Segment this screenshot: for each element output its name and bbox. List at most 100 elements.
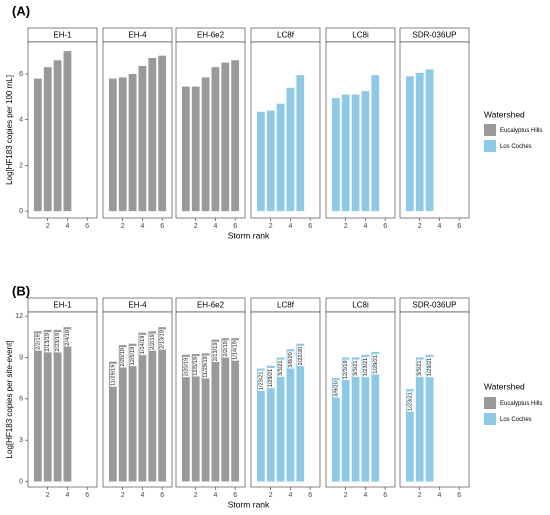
bar-LC8i-4 — [361, 91, 370, 212]
x-tick-label: 2 — [269, 492, 273, 499]
x-tick-label: 6 — [457, 492, 461, 499]
bar-date-label: 11/29/19 — [203, 356, 209, 377]
bar-label-background — [182, 356, 190, 378]
facet-title: SDR-036UP — [412, 301, 456, 310]
bar-date-label: 2/2/19 — [35, 334, 41, 350]
bar-LC8i-1 — [331, 98, 340, 212]
x-tick-label: 4 — [437, 223, 441, 230]
legend-key-los-coches — [484, 413, 496, 425]
facet-title: LC8i — [352, 31, 369, 40]
legend-title: Watershed — [484, 381, 525, 391]
bar-LC8i-1 — [331, 378, 340, 482]
bar-label-background — [129, 345, 137, 367]
panel-label: (B) — [12, 283, 30, 298]
bar-EH-1-1 — [33, 331, 42, 482]
bar-LC8f-2 — [266, 110, 275, 212]
bar-EH-4-3 — [128, 74, 137, 212]
bar-label-background — [212, 341, 220, 363]
bar-EH-1-3 — [53, 329, 62, 482]
y-axis-title: Log[HF183 copies per 100 mL] — [5, 75, 14, 185]
x-axis-title: Storm rank — [228, 499, 270, 509]
bar-EH-6e2-2 — [191, 354, 200, 482]
bar-EH-6e2-5 — [221, 62, 230, 212]
legend-key-los-coches — [484, 140, 496, 152]
x-tick-label: 2 — [269, 223, 273, 230]
bar-LC8f-1 — [256, 111, 265, 212]
bar-EH-4-6 — [158, 55, 167, 212]
bar-LC8i-3 — [351, 357, 360, 482]
bar-label-background — [287, 351, 295, 369]
panel-label: (A) — [12, 3, 30, 18]
y-tick-label: 4 — [19, 117, 23, 124]
bar-EH-4-1 — [108, 361, 117, 482]
x-tick-label: 4 — [437, 492, 441, 499]
bar-date-label: 12/3/19 — [343, 360, 349, 379]
x-tick-label: 4 — [140, 223, 144, 230]
bar-label-background — [202, 355, 210, 379]
x-tick-label: 6 — [160, 492, 164, 499]
bar-date-label: 12/5/19 — [130, 347, 136, 366]
y-axis-title: Log[HF183 copies per site-event] — [5, 341, 14, 459]
bar-LC8i-4 — [361, 354, 370, 482]
bar-date-label: 2/23/19 — [55, 333, 61, 352]
legend-entry-label: Los Coches — [500, 144, 532, 150]
bar-label-background — [277, 359, 285, 377]
x-tick-label: 6 — [160, 223, 164, 230]
facet-title: EH-1 — [53, 31, 72, 40]
x-tick-label: 6 — [457, 223, 461, 230]
bar-EH-6e2-3 — [201, 77, 210, 212]
bar-EH-4-2 — [118, 345, 127, 482]
bar-EH-1-4 — [63, 51, 72, 212]
x-tick-label: 2 — [344, 223, 348, 230]
bar-label-background — [34, 333, 42, 351]
bar-EH-1-3 — [53, 60, 62, 212]
bar-LC8f-5 — [296, 343, 305, 482]
bar-EH-6e2-5 — [221, 338, 230, 482]
bar-LC8i-3 — [351, 94, 360, 212]
bar-label-background — [332, 380, 340, 398]
bar-label-background — [192, 356, 200, 377]
bar-EH-1-4 — [63, 327, 72, 482]
bar-date-label: 3/9/20 — [333, 381, 339, 397]
bar-LC8f-4 — [286, 349, 295, 482]
bar-date-label: 1/23/21 — [258, 371, 264, 390]
x-tick-label: 2 — [418, 223, 422, 230]
bar-date-label: 2/13/19 — [213, 343, 219, 362]
bar-LC8i-5 — [371, 351, 380, 482]
y-tick-label: 3 — [19, 437, 23, 444]
bar-date-label: 3/3/21 — [417, 360, 423, 376]
bar-date-label: 3/3/21 — [278, 360, 284, 376]
facet-title: EH-6e2 — [197, 31, 225, 40]
x-tick-label: 2 — [46, 492, 50, 499]
bar-label-background — [352, 359, 360, 377]
x-tick-label: 2 — [121, 492, 125, 499]
bar-EH-4-2 — [118, 77, 127, 212]
bar-date-label: 1/29/21 — [373, 355, 379, 374]
bar-EH-6e2-2 — [191, 86, 200, 212]
x-tick-label: 4 — [363, 223, 367, 230]
bar-EH-1-2 — [43, 329, 52, 482]
bar-LC8f-4 — [286, 87, 295, 212]
bar-label-background — [109, 363, 117, 387]
bar-label-background — [406, 391, 414, 412]
bar-EH-6e2-6 — [231, 338, 240, 482]
y-tick-label: 2 — [19, 162, 23, 169]
x-tick-label: 4 — [213, 492, 217, 499]
bar-EH-6e2-4 — [211, 339, 220, 482]
legend-key-eucalyptus-hills — [484, 124, 496, 136]
bar-EH-4-6 — [158, 327, 167, 482]
bar-date-label: 12/5/19 — [193, 357, 199, 376]
bar-date-label: 3/8/20 — [288, 352, 294, 368]
bar-LC8i-5 — [371, 75, 380, 212]
bar-date-label: 2/13/19 — [45, 333, 51, 352]
legend-entry-label: Los Coches — [500, 417, 532, 423]
bar-EH-6e2-3 — [201, 353, 210, 482]
facet-title: SDR-036UP — [412, 31, 456, 40]
x-tick-label: 4 — [288, 223, 292, 230]
bar-EH-4-1 — [108, 78, 117, 212]
bar-date-label: 2/20/19 — [120, 348, 126, 367]
x-tick-label: 4 — [65, 492, 69, 499]
y-tick-label: 12 — [15, 313, 23, 320]
bar-LC8i-2 — [341, 357, 350, 482]
